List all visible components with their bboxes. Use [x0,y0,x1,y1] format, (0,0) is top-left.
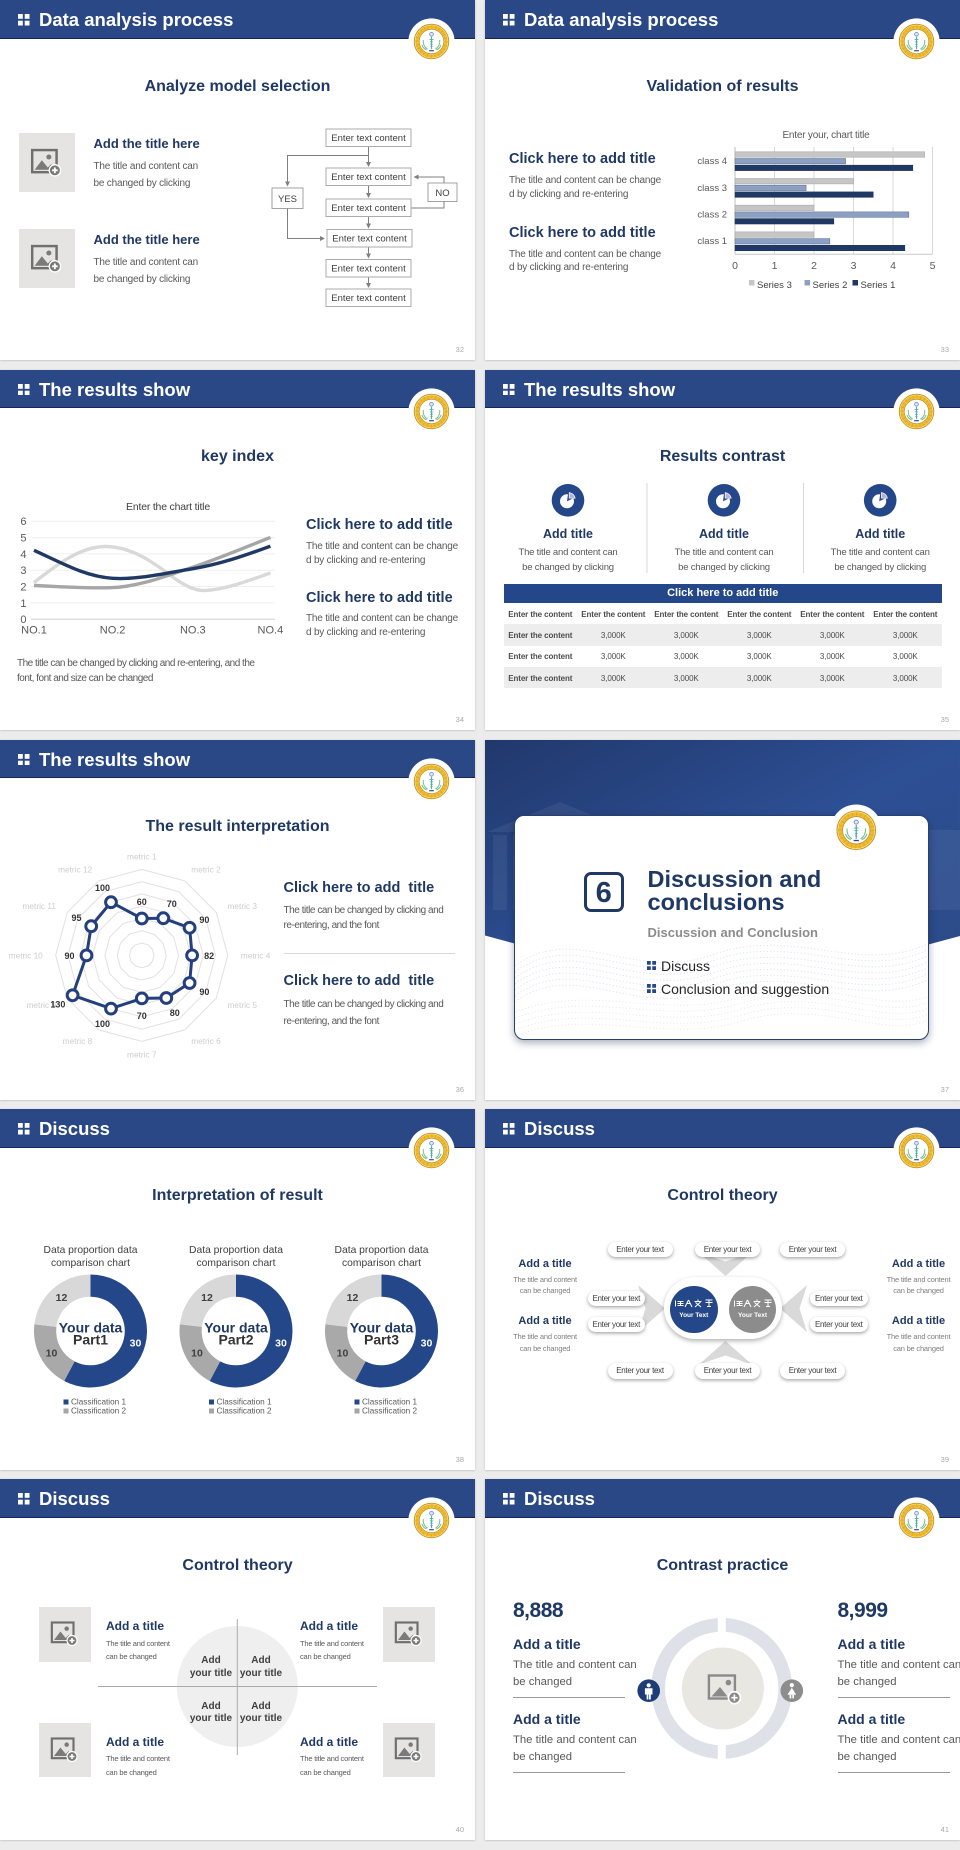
svg-text:2: 2 [811,260,817,272]
svg-text:comparison chart: comparison chart [51,1258,130,1269]
svg-text:NO: NO [435,188,449,199]
svg-text:Series 3: Series 3 [757,280,792,291]
svg-text:NO.2: NO.2 [100,624,126,636]
svg-text:0: 0 [20,614,26,626]
svg-text:1: 1 [20,598,26,610]
svg-text:Data proportion data: Data proportion data [44,1245,138,1256]
svg-text:3: 3 [20,565,26,577]
svg-text:82: 82 [204,950,214,960]
svg-text:class 1: class 1 [697,236,727,247]
svg-text:5: 5 [930,260,936,272]
svg-text:metric 10: metric 10 [9,950,44,960]
svg-text:12: 12 [347,1292,359,1304]
svg-text:Enter text content: Enter text content [331,264,406,275]
svg-text:Enter text content: Enter text content [331,172,406,183]
svg-text:Part2: Part2 [218,1332,253,1348]
svg-text:100: 100 [95,883,110,893]
svg-text:70: 70 [167,898,177,908]
svg-text:3: 3 [851,260,857,272]
svg-text:Data proportion data: Data proportion data [335,1245,429,1256]
svg-text:Enter text content: Enter text content [331,133,406,144]
svg-text:4: 4 [20,549,26,561]
svg-text:Classification 2: Classification 2 [217,1407,273,1416]
svg-text:metric 5: metric 5 [228,999,258,1009]
svg-text:Classification 1: Classification 1 [71,1398,127,1407]
svg-text:0: 0 [732,260,738,272]
svg-text:metric 2: metric 2 [191,864,221,874]
svg-text:10: 10 [46,1348,58,1360]
svg-text:metric 1: metric 1 [127,851,157,861]
svg-text:Your data: Your data [59,1320,123,1336]
svg-text:Enter text content: Enter text content [332,234,407,245]
svg-text:class 4: class 4 [697,156,727,167]
svg-text:Enter text content: Enter text content [331,203,406,214]
svg-text:YES: YES [278,194,297,205]
svg-text:Your data: Your data [204,1320,268,1336]
svg-text:4: 4 [890,260,896,272]
svg-text:Classification 2: Classification 2 [71,1407,127,1416]
svg-text:Enter text content: Enter text content [331,293,406,304]
svg-text:metric 9: metric 9 [26,999,56,1009]
svg-text:95: 95 [71,913,81,923]
svg-text:class 3: class 3 [697,183,727,194]
svg-text:metric 3: metric 3 [228,900,258,910]
svg-text:90: 90 [199,987,209,997]
svg-text:10: 10 [337,1348,349,1360]
svg-text:metric 6: metric 6 [191,1036,221,1046]
svg-text:30: 30 [275,1338,287,1350]
svg-text:30: 30 [421,1338,433,1350]
svg-text:12: 12 [201,1292,213,1304]
svg-text:90: 90 [199,914,209,924]
svg-text:Series 2: Series 2 [813,280,848,291]
svg-text:130: 130 [50,999,65,1009]
svg-text:comparison chart: comparison chart [197,1258,276,1269]
svg-text:metric 12: metric 12 [58,864,93,874]
svg-text:12: 12 [56,1292,68,1304]
svg-text:Part1: Part1 [73,1332,108,1348]
svg-text:70: 70 [137,1010,147,1020]
svg-text:Classification 1: Classification 1 [217,1398,273,1407]
svg-text:100: 100 [95,1018,110,1028]
svg-text:60: 60 [137,897,147,907]
svg-text:NO.3: NO.3 [180,624,206,636]
svg-text:10: 10 [191,1348,203,1360]
svg-text:Classification 1: Classification 1 [362,1398,418,1407]
svg-text:metric 8: metric 8 [63,1036,93,1046]
svg-text:Part3: Part3 [364,1332,399,1348]
svg-text:NO.1: NO.1 [21,624,47,636]
svg-text:Data proportion data: Data proportion data [189,1245,283,1256]
svg-text:90: 90 [64,950,74,960]
svg-text:metric 7: metric 7 [127,1049,157,1059]
svg-text:1: 1 [772,260,778,272]
svg-text:2: 2 [20,581,26,593]
svg-text:Series 1: Series 1 [861,280,896,291]
svg-text:class 2: class 2 [697,210,727,221]
svg-text:30: 30 [130,1338,142,1350]
svg-text:metric 4: metric 4 [241,950,271,960]
svg-text:Classification 2: Classification 2 [362,1407,418,1416]
svg-text:NO.4: NO.4 [258,624,284,636]
svg-text:5: 5 [20,532,26,544]
svg-text:Your data: Your data [350,1320,414,1336]
svg-text:comparison chart: comparison chart [342,1258,421,1269]
svg-text:metric 11: metric 11 [22,900,56,910]
svg-text:6: 6 [20,516,26,528]
svg-text:80: 80 [170,1008,180,1018]
